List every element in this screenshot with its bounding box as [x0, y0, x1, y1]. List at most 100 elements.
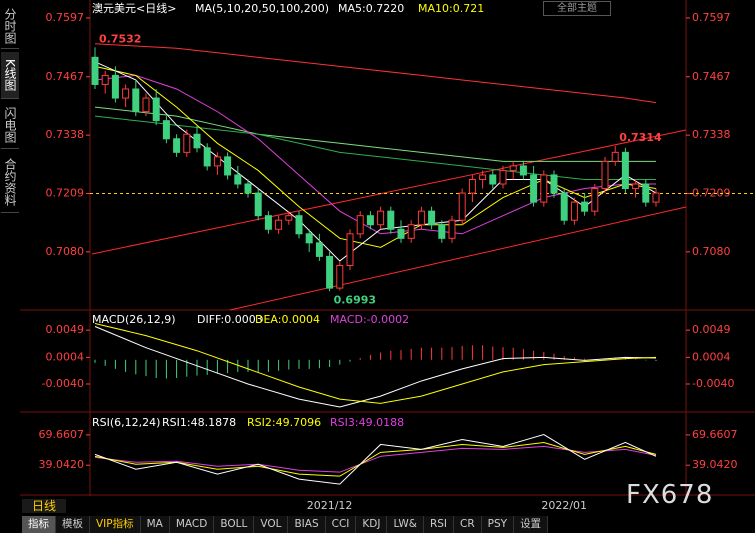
candle-body — [336, 264, 344, 289]
tab[interactable]: 闪电图 — [1, 102, 19, 149]
tab[interactable]: K线图 — [1, 52, 19, 99]
candle-body — [448, 219, 456, 239]
candle-body — [152, 97, 160, 122]
candle-body — [295, 215, 303, 235]
chart-title: 澳元美元<日线> — [92, 1, 176, 15]
indicator-line — [94, 326, 657, 408]
candle-body — [366, 215, 374, 226]
candle-body — [224, 156, 232, 176]
indicator-line — [94, 115, 656, 180]
candle-body — [193, 133, 201, 149]
candle-body — [652, 192, 660, 203]
candle-body — [458, 192, 466, 221]
candle-body — [397, 228, 405, 239]
candle-body — [642, 183, 650, 203]
candle-body — [132, 88, 140, 113]
toolbar-item[interactable]: CCI — [326, 516, 357, 533]
legend-item: MA(5,10,20,50,100,200) — [195, 2, 329, 15]
macd-title: MACD(26,12,9) — [92, 313, 176, 326]
candle-body — [550, 174, 558, 194]
toolbar-item[interactable]: VIP指标 — [90, 516, 141, 533]
candle-body — [407, 224, 415, 239]
y-tick-label: 39.0420 — [39, 458, 85, 471]
candle-body — [275, 219, 283, 230]
trend-line — [91, 129, 687, 255]
candle-body — [509, 165, 517, 171]
theme-button[interactable]: 全部主题 — [543, 1, 611, 16]
toolbar-item[interactable]: VOL — [254, 516, 289, 533]
toolbar-item[interactable]: 设置 — [514, 516, 549, 533]
indicator-line — [94, 441, 657, 477]
candle-body — [377, 210, 385, 226]
candle-body — [581, 201, 589, 212]
toolbar-item[interactable]: 指标 — [22, 516, 56, 533]
candle-body — [468, 178, 476, 194]
candle-body — [387, 210, 395, 230]
candle-body — [479, 174, 487, 180]
candle-body — [438, 224, 446, 239]
y-tick-label: 0.0049 — [46, 323, 85, 336]
candle-body — [305, 233, 313, 244]
candle-body — [356, 215, 364, 235]
candle-body — [264, 215, 272, 230]
candle-body — [601, 160, 609, 190]
candle-body — [122, 88, 130, 99]
y-tick-label: -0.0040 — [692, 377, 734, 390]
y-tick-label: 0.7467 — [46, 70, 85, 83]
legend-item: DEA:0.0004 — [255, 313, 320, 326]
y-tick-label: 0.7597 — [692, 11, 731, 24]
candle-body — [254, 192, 262, 217]
candle-body — [162, 120, 170, 140]
candle-body — [489, 174, 497, 185]
x-tick-label: 2022/01 — [541, 499, 587, 512]
price-annotation: 0.7314 — [619, 131, 662, 144]
y-tick-label: 69.6607 — [692, 428, 738, 441]
candle-body — [213, 156, 221, 167]
toolbar-item[interactable]: PSY — [482, 516, 515, 533]
y-tick-label: 0.0004 — [692, 350, 731, 363]
x-tick-label: 2021/12 — [307, 499, 353, 512]
price-annotation: 0.6993 — [334, 293, 376, 306]
toolbar-item[interactable]: BIAS — [288, 516, 326, 533]
candle-body — [632, 183, 640, 190]
y-tick-label: 0.7080 — [46, 245, 85, 258]
candle-body — [570, 201, 578, 221]
legend-item: RSI1:48.1878 — [162, 416, 236, 429]
y-tick-label: 0.7209 — [692, 187, 731, 200]
candle-body — [519, 165, 527, 176]
toolbar-item[interactable]: KDJ — [356, 516, 388, 533]
candle-body — [621, 151, 629, 190]
toolbar-item[interactable]: BOLL — [214, 516, 255, 533]
y-tick-label: 0.0004 — [46, 350, 85, 363]
toolbar-item[interactable]: 模板 — [56, 516, 90, 533]
toolbar-item[interactable]: LW& — [387, 516, 424, 533]
toolbar-item[interactable]: RSI — [424, 516, 454, 533]
candle-body — [417, 210, 425, 226]
toolbar-item[interactable]: MA — [141, 516, 170, 533]
candle-body — [142, 97, 150, 113]
legend-item: MA5:0.7220 — [338, 2, 404, 15]
toolbar-item[interactable]: CR — [454, 516, 482, 533]
y-tick-label: 39.0420 — [692, 458, 738, 471]
legend-item: MACD:-0.0002 — [330, 313, 409, 326]
indicator-line — [94, 65, 657, 248]
tab[interactable]: 分时图 — [1, 4, 19, 49]
candle-body — [183, 133, 191, 153]
tab[interactable]: 合约资料 — [1, 152, 19, 213]
y-tick-label: 0.7080 — [692, 245, 731, 258]
legend-item: DIFF:0.0003 — [197, 313, 263, 326]
toolbar-item[interactable]: MACD — [170, 516, 215, 533]
indicator-line — [94, 434, 657, 485]
indicator-line — [94, 106, 656, 162]
price-annotation: 0.7532 — [99, 32, 141, 45]
indicator-line — [94, 43, 657, 104]
trend-line — [229, 206, 687, 311]
candle-body — [540, 174, 548, 203]
period-button[interactable]: 日线 — [22, 499, 66, 513]
candle-body — [428, 210, 436, 226]
y-tick-label: 0.7338 — [692, 128, 731, 141]
candle-body — [91, 56, 99, 85]
legend-item: MA10:0.721 — [418, 2, 484, 15]
y-tick-label: 69.6607 — [39, 428, 85, 441]
